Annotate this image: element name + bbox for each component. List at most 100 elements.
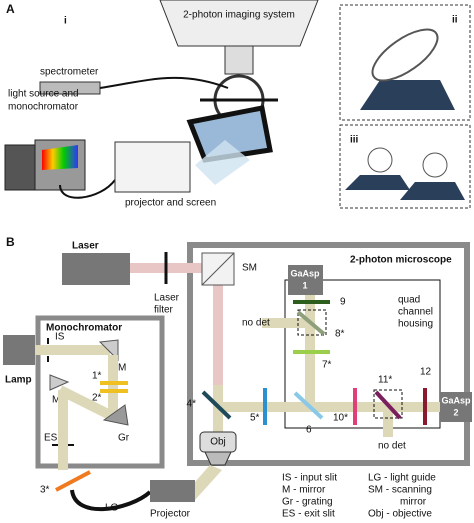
legend-item: SM - scanning (368, 485, 432, 496)
label: Monochromator (46, 323, 122, 334)
label: Lamp (5, 375, 32, 386)
projector (150, 480, 195, 502)
filter (55, 470, 91, 492)
legend-item: Gr - grating (282, 497, 333, 508)
beam (58, 390, 68, 470)
cable (59, 179, 116, 199)
label: LG (105, 503, 119, 514)
spectrum (42, 145, 78, 170)
label: 9 (340, 297, 346, 308)
label: filter (154, 305, 174, 316)
legend-item: IS - input slit (282, 473, 337, 484)
beam (262, 318, 310, 328)
beam (35, 345, 110, 355)
legend-item: LG - light guide (368, 473, 436, 484)
label: no det (378, 441, 406, 452)
panel-label: A (6, 2, 15, 16)
lamp (4, 144, 36, 191)
dichroic (296, 310, 326, 336)
slot (297, 309, 327, 336)
panel-label: B (6, 235, 15, 249)
label: 2-photon microscope (350, 255, 452, 266)
label: 3* (40, 485, 50, 496)
sub-label: i (64, 16, 67, 27)
mirror (49, 374, 70, 391)
legend: IS - input slit M - mirror Gr - grating … (282, 473, 436, 520)
label: M (118, 363, 126, 374)
inset-box (339, 4, 471, 121)
laser-beam (213, 285, 223, 385)
label: 2-photon imaging system (183, 10, 295, 21)
label: 8* (335, 329, 345, 340)
screen (345, 175, 410, 190)
label: spectrometer (40, 67, 99, 78)
legend-item: mirror (400, 497, 427, 508)
sub-label: ii (452, 15, 458, 26)
label: monochromator (8, 102, 79, 113)
label: 4* (187, 399, 197, 410)
label: projector and screen (125, 198, 216, 209)
microscope-frame (187, 242, 470, 466)
label: 1 (302, 280, 307, 290)
label: no det (242, 318, 270, 329)
label: 10* (333, 413, 348, 424)
label: 2 (453, 407, 458, 417)
label: 11* (378, 375, 392, 386)
laser-beam (130, 263, 210, 273)
lamp (3, 335, 35, 365)
scanning-mirror (201, 252, 235, 286)
sub-label: iii (350, 135, 359, 146)
screen (360, 80, 455, 110)
projection (195, 140, 250, 185)
quad-housing (284, 279, 441, 429)
label: 1* (92, 371, 102, 382)
projector (114, 141, 191, 193)
beam (305, 295, 315, 402)
ring (367, 147, 393, 173)
label: SM (242, 263, 257, 274)
legend-item: Obj - objective (368, 509, 432, 520)
laser (62, 253, 130, 285)
label: Obj (210, 437, 226, 448)
objective-mount (224, 45, 254, 75)
label: Gr (118, 433, 130, 444)
label: GaAsp (290, 268, 320, 278)
light-guide (70, 489, 152, 512)
label: housing (398, 319, 433, 330)
label: 6 (306, 425, 312, 436)
screen (186, 105, 273, 163)
label: quad (398, 295, 420, 306)
beam (57, 385, 113, 420)
monochromator-frame (35, 315, 165, 469)
label: ES (44, 433, 58, 444)
dichroic (293, 391, 324, 420)
screen (400, 182, 465, 200)
beam (223, 402, 440, 412)
label: light source and (8, 89, 79, 100)
mirror (201, 390, 232, 420)
label: Projector (150, 509, 191, 520)
objective-tip (204, 451, 232, 466)
label: 12 (420, 367, 432, 378)
dichroic (374, 390, 402, 420)
label: GaAsp (441, 395, 471, 405)
label: 5* (250, 413, 260, 424)
beam (195, 465, 222, 500)
label: IS (55, 332, 65, 343)
detector (440, 392, 472, 422)
label: M (52, 395, 60, 406)
label: Laser (154, 293, 180, 304)
label: 2* (92, 393, 102, 404)
legend-item: M - mirror (282, 485, 326, 496)
imaging-system (159, 0, 319, 47)
label: 7* (322, 360, 332, 371)
label: channel (398, 307, 433, 318)
fiber (99, 76, 229, 89)
beam (383, 412, 393, 437)
ring (371, 28, 439, 82)
legend-item: ES - exit slit (282, 509, 335, 520)
detector (288, 265, 323, 295)
ring (422, 152, 448, 178)
label: Laser (72, 241, 99, 252)
